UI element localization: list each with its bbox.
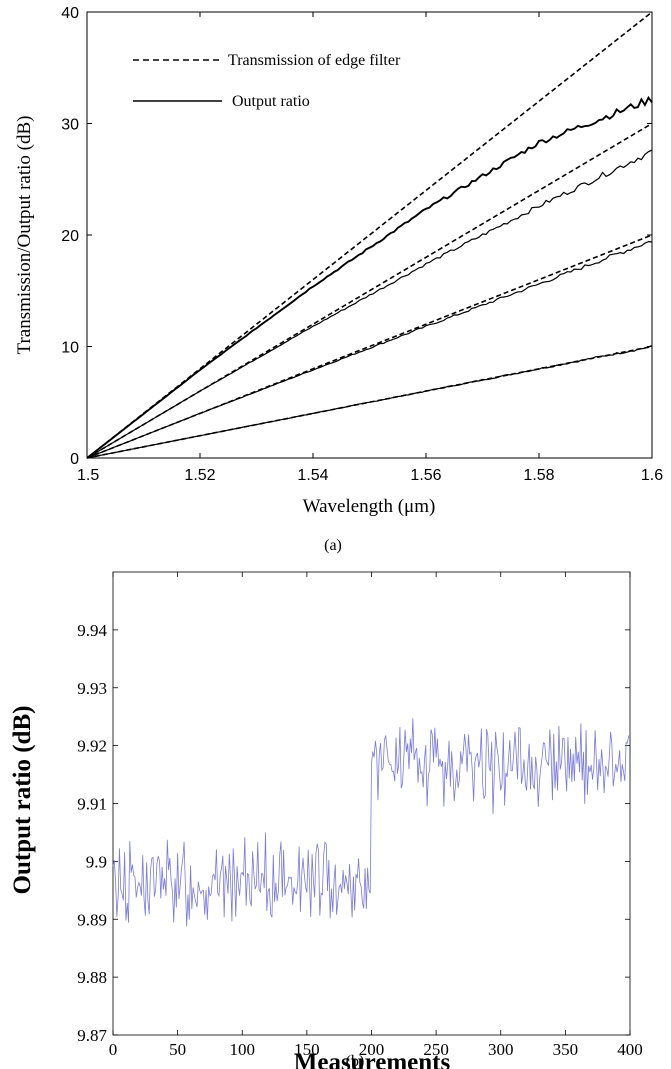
chart-a-xtick-label: 1.6	[641, 467, 663, 484]
chart-a-ytick-label: 20	[61, 228, 79, 245]
legend-label-output-ratio: Output ratio	[232, 93, 310, 110]
chart-a-legend: Transmission of edge filter Output ratio	[133, 52, 401, 110]
chart-a-ticks: 1.5 1.52 1.54 1.56 1.58 1.6 0 10 20 30 40	[61, 5, 663, 484]
chart-b-xtick-label: 0	[109, 1040, 118, 1059]
chart-a-xtick-label: 1.56	[410, 467, 441, 484]
chart-b-ytick-label: 9.94	[77, 621, 107, 640]
chart-a-xtick-label: 1.5	[77, 467, 99, 484]
chart-a-ytick-label: 30	[61, 117, 79, 134]
chart-b-ytick-label: 9.9	[86, 852, 107, 871]
chart-b-xtick-label: 300	[488, 1040, 514, 1059]
chart-b-ytick-label: 9.89	[77, 910, 107, 929]
chart-b-ticks: 0 50 100 150 200 250 300 350 400 9.87 9.88 9.89 9.9 9…	[77, 572, 643, 1059]
chart-a-ytick-label: 40	[61, 5, 79, 22]
chart-b-ytick-label: 9.93	[77, 679, 107, 698]
chart-b-xlabel: Measurements	[294, 1049, 451, 1069]
chart-b-xtick-label: 150	[294, 1040, 320, 1059]
chart-b-ytick-label: 9.91	[77, 795, 107, 814]
chart-b-caption: (b)	[346, 1053, 365, 1069]
chart-b-xtick-label: 400	[617, 1040, 643, 1059]
chart-a-output-ratio-line	[86, 95, 653, 459]
chart-b-ylabel: Output ratio (dB)	[9, 706, 36, 895]
chart-a-output-ratio-line	[86, 149, 653, 459]
chart-a-transmission-line	[86, 122, 653, 459]
chart-b-output-ratio-line	[112, 718, 630, 927]
chart-a-xlabel: Wavelength (μm)	[303, 496, 436, 517]
chart-b-ytick-label: 9.88	[77, 968, 107, 987]
chart-a-output-ratio-line	[86, 240, 653, 459]
chart-b-ytick-label: 9.92	[77, 737, 107, 756]
chart-b-plot-area	[112, 571, 631, 1036]
chart-b-xtick-label: 200	[359, 1040, 385, 1059]
chart-a-xtick-label: 1.52	[184, 467, 215, 484]
chart-a-ytick-label: 10	[61, 340, 79, 357]
chart-b-xtick-label: 250	[423, 1040, 449, 1059]
chart-a-xtick-label: 1.54	[297, 467, 328, 484]
chart-b-xtick-label: 100	[230, 1040, 256, 1059]
chart-a-output-ratio-line	[86, 344, 653, 459]
legend-label-transmission: Transmission of edge filter	[228, 52, 401, 69]
chart-a-ytick-label: 0	[70, 451, 79, 468]
chart-b-ytick-label: 9.87	[77, 1026, 107, 1045]
chart-a-xtick-label: 1.58	[523, 467, 554, 484]
chart-a-transmission-line	[86, 234, 653, 459]
chart-a-series	[86, 11, 653, 459]
chart-b: 0 50 100 150 200 250 300 350 400 9.87 9.88 9.89 9.9 9…	[9, 571, 643, 1069]
chart-a-ylabel: Transmission/Output ratio (dB)	[14, 116, 35, 355]
chart-b-xtick-label: 350	[553, 1040, 579, 1059]
chart-a-caption: (a)	[324, 537, 342, 554]
chart-b-series	[112, 718, 630, 927]
chart-a: 1.5 1.52 1.54 1.56 1.58 1.6 0 10 20 30 40 Transmis…	[14, 5, 663, 554]
chart-b-xtick-label: 50	[169, 1040, 186, 1059]
